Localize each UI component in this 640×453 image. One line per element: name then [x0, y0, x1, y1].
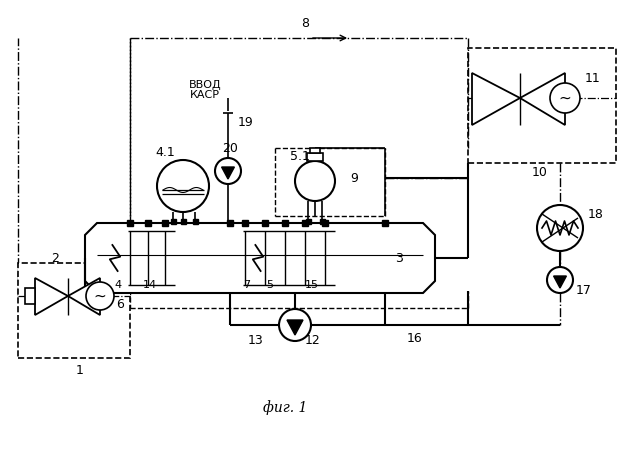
Polygon shape [472, 73, 520, 125]
Text: 9: 9 [350, 172, 358, 184]
Text: ~: ~ [93, 289, 106, 304]
Text: 8: 8 [301, 17, 309, 30]
Bar [170, 219, 175, 224]
Text: 6: 6 [116, 299, 124, 312]
Bar [262, 220, 268, 226]
Text: 5: 5 [266, 280, 273, 290]
Circle shape [279, 309, 311, 341]
Text: 12: 12 [305, 334, 321, 347]
Text: фиг. 1: фиг. 1 [263, 400, 307, 415]
Text: 5.1: 5.1 [290, 150, 310, 164]
Text: 10: 10 [532, 167, 548, 179]
Text: 4: 4 [115, 280, 122, 290]
Circle shape [550, 83, 580, 113]
Polygon shape [221, 167, 234, 179]
Text: 3: 3 [395, 251, 403, 265]
Text: 7: 7 [243, 280, 251, 290]
Text: 1: 1 [76, 365, 84, 377]
Circle shape [537, 205, 583, 251]
Bar [18, 263, 130, 358]
Bar [145, 220, 151, 226]
Bar [193, 219, 198, 224]
Polygon shape [35, 278, 68, 315]
Text: ВВОД: ВВОД [189, 80, 221, 90]
Bar [127, 220, 133, 226]
Circle shape [295, 161, 335, 201]
Bar [305, 219, 310, 224]
Bar [468, 48, 616, 163]
Text: 4.1: 4.1 [155, 146, 175, 159]
Bar [242, 220, 248, 226]
Bar [227, 220, 233, 226]
Text: 19: 19 [238, 116, 253, 130]
Bar [319, 219, 324, 224]
Circle shape [215, 158, 241, 184]
Text: 13: 13 [248, 334, 264, 347]
Bar [302, 220, 308, 226]
Text: 17: 17 [576, 284, 592, 298]
Polygon shape [520, 73, 565, 125]
Bar [307, 153, 323, 161]
Text: 2: 2 [51, 251, 59, 265]
Text: 18: 18 [588, 208, 604, 222]
Text: 20: 20 [222, 142, 238, 155]
Polygon shape [554, 276, 566, 288]
Text: 14: 14 [143, 280, 157, 290]
Text: 11: 11 [585, 72, 601, 85]
Text: КАСР: КАСР [190, 90, 220, 100]
Bar [282, 220, 288, 226]
Bar [310, 148, 320, 153]
Polygon shape [85, 223, 435, 293]
Text: 16: 16 [407, 332, 423, 344]
Bar [322, 220, 328, 226]
Circle shape [86, 282, 114, 310]
Bar [180, 219, 186, 224]
Text: 15: 15 [305, 280, 319, 290]
Polygon shape [68, 278, 100, 315]
Circle shape [547, 267, 573, 293]
Text: ~: ~ [559, 91, 572, 106]
Bar [162, 220, 168, 226]
Polygon shape [287, 320, 303, 335]
Circle shape [157, 160, 209, 212]
Bar [25, 288, 35, 304]
Bar [382, 220, 388, 226]
